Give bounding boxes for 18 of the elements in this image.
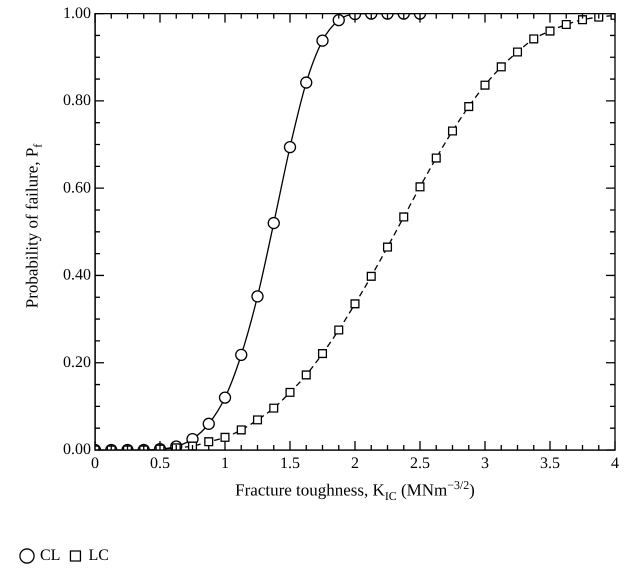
x-tick-label: 2.5 [410,454,430,472]
y-tick-label: 0.20 [63,354,91,371]
y-tick-label: 0.00 [63,441,91,458]
x-tick-label: 1 [221,454,229,472]
x-tick-label: 3.5 [540,454,560,472]
x-tick-label: 0 [91,454,99,472]
x-tick-label: 1.5 [280,454,300,472]
x-tick-label: 0.5 [150,454,170,472]
legend-label: CL [40,547,60,564]
y-tick-label: 1.00 [63,4,91,22]
x-tick-label: 4 [611,454,619,472]
y-tick-label: 0.40 [63,266,91,284]
x-tick-label: 3 [481,454,489,472]
y-tick-label: 0.60 [63,179,91,196]
legend-label: LC [88,547,109,564]
y-tick-label: 0.80 [63,92,91,110]
x-tick-label: 2 [351,454,359,472]
x-axis-title: Fracture toughness, K$_{IC}$ (MNm$^{−3/2}$) [234,478,476,504]
